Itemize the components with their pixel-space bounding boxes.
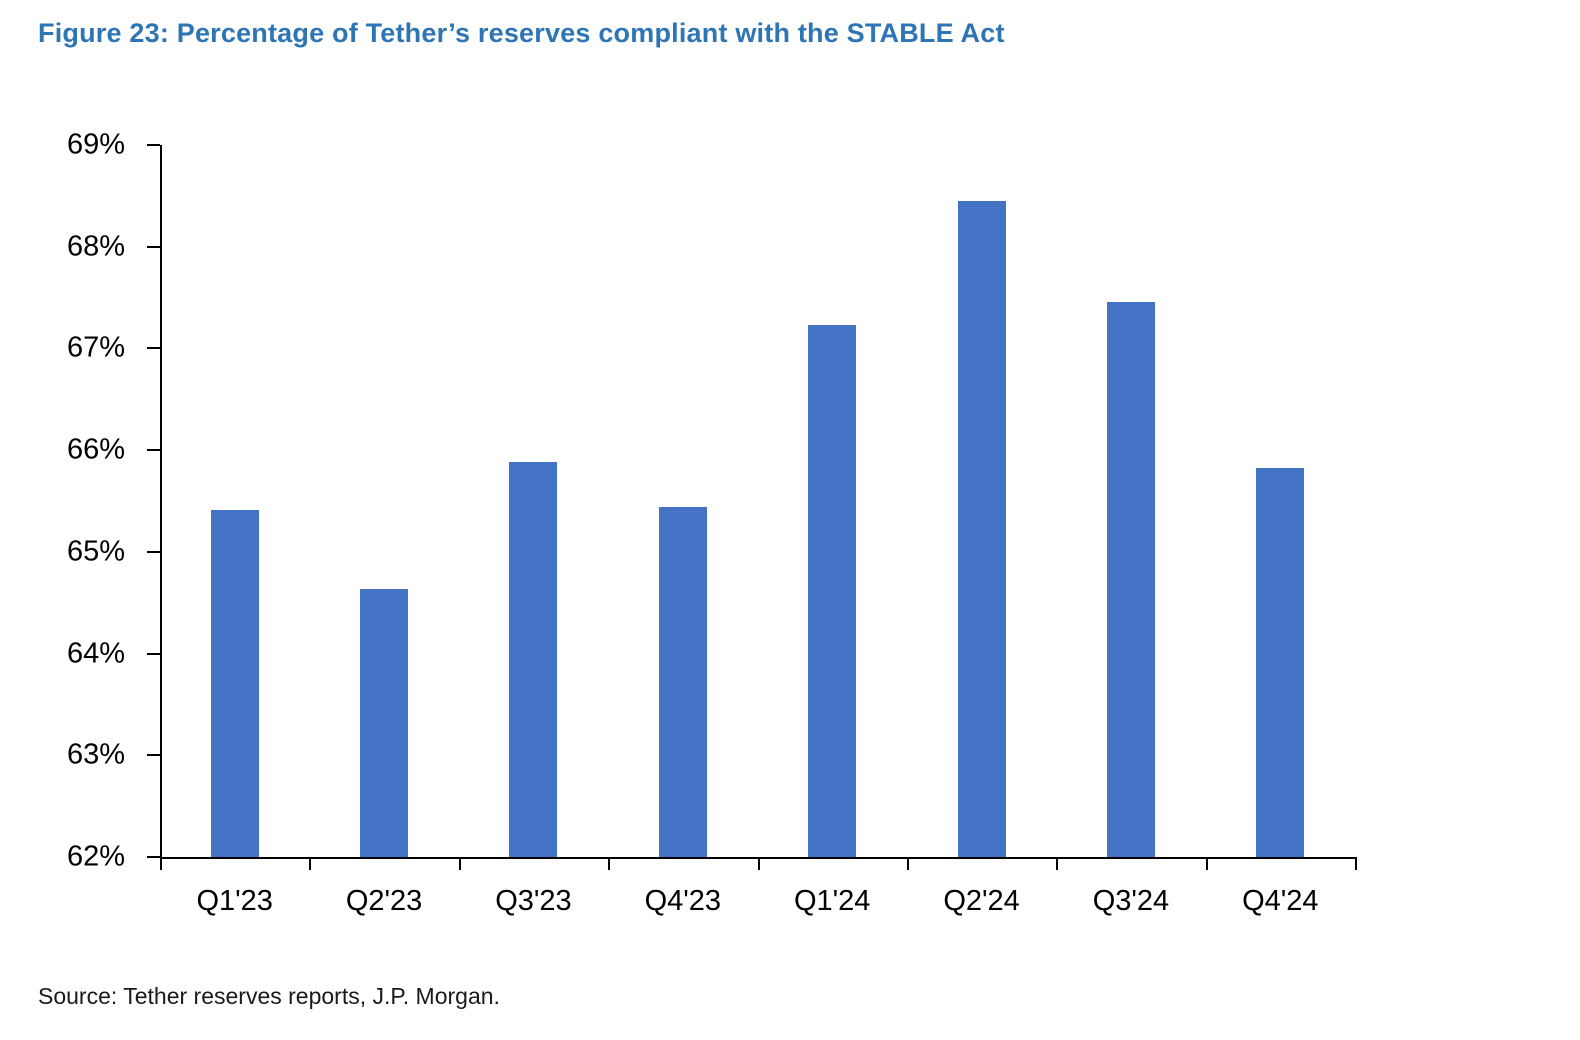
- y-tick-label: 65%: [66, 535, 125, 568]
- y-tick-mark: [147, 754, 160, 757]
- y-axis-line: [160, 145, 162, 857]
- bar: [808, 325, 857, 857]
- x-tick-mark: [309, 857, 312, 870]
- y-tick-label: 62%: [66, 840, 125, 873]
- source-text: Source: Tether reserves reports, J.P. Mo…: [38, 983, 500, 1009]
- y-tick-mark: [147, 245, 160, 248]
- y-tick-label: 66%: [66, 433, 125, 466]
- y-tick-mark: [147, 144, 160, 146]
- x-category-label: Q4'23: [644, 885, 722, 917]
- x-tick-mark: [458, 857, 461, 870]
- y-tick-mark: [147, 347, 160, 350]
- x-tick-mark: [1205, 857, 1208, 870]
- y-tick-mark: [147, 652, 160, 655]
- x-tick-mark: [906, 857, 909, 870]
- bar: [658, 507, 707, 857]
- bar: [957, 200, 1006, 857]
- x-category-label: Q2'24: [943, 885, 1020, 917]
- x-tick-mark: [757, 857, 760, 870]
- bar: [210, 510, 259, 857]
- bar: [1106, 301, 1155, 857]
- x-category-label: Q1'24: [793, 885, 871, 917]
- x-category-label: Q3'24: [1092, 885, 1170, 917]
- y-tick-label: 67%: [66, 331, 125, 364]
- x-category-label: Q1'23: [196, 885, 273, 917]
- x-category-label: Q2'23: [345, 885, 423, 917]
- x-category-label: Q4'24: [1242, 885, 1319, 917]
- chart-title: Figure 23: Percentage of Tether’s reserv…: [38, 18, 1005, 48]
- x-tick-mark: [1355, 857, 1357, 870]
- x-category-label: Q3'23: [495, 885, 572, 917]
- y-tick-label: 63%: [66, 738, 125, 771]
- bar: [360, 589, 409, 857]
- y-tick-mark: [147, 856, 160, 858]
- bar: [509, 462, 558, 857]
- y-tick-label: 64%: [66, 637, 125, 670]
- y-tick-label: 69%: [66, 128, 125, 161]
- y-tick-mark: [147, 449, 160, 452]
- y-tick-label: 68%: [66, 230, 125, 263]
- x-tick-mark: [1056, 857, 1059, 870]
- x-tick-mark: [160, 857, 162, 870]
- bar: [1256, 468, 1305, 857]
- x-tick-mark: [608, 857, 611, 870]
- y-tick-mark: [147, 550, 160, 553]
